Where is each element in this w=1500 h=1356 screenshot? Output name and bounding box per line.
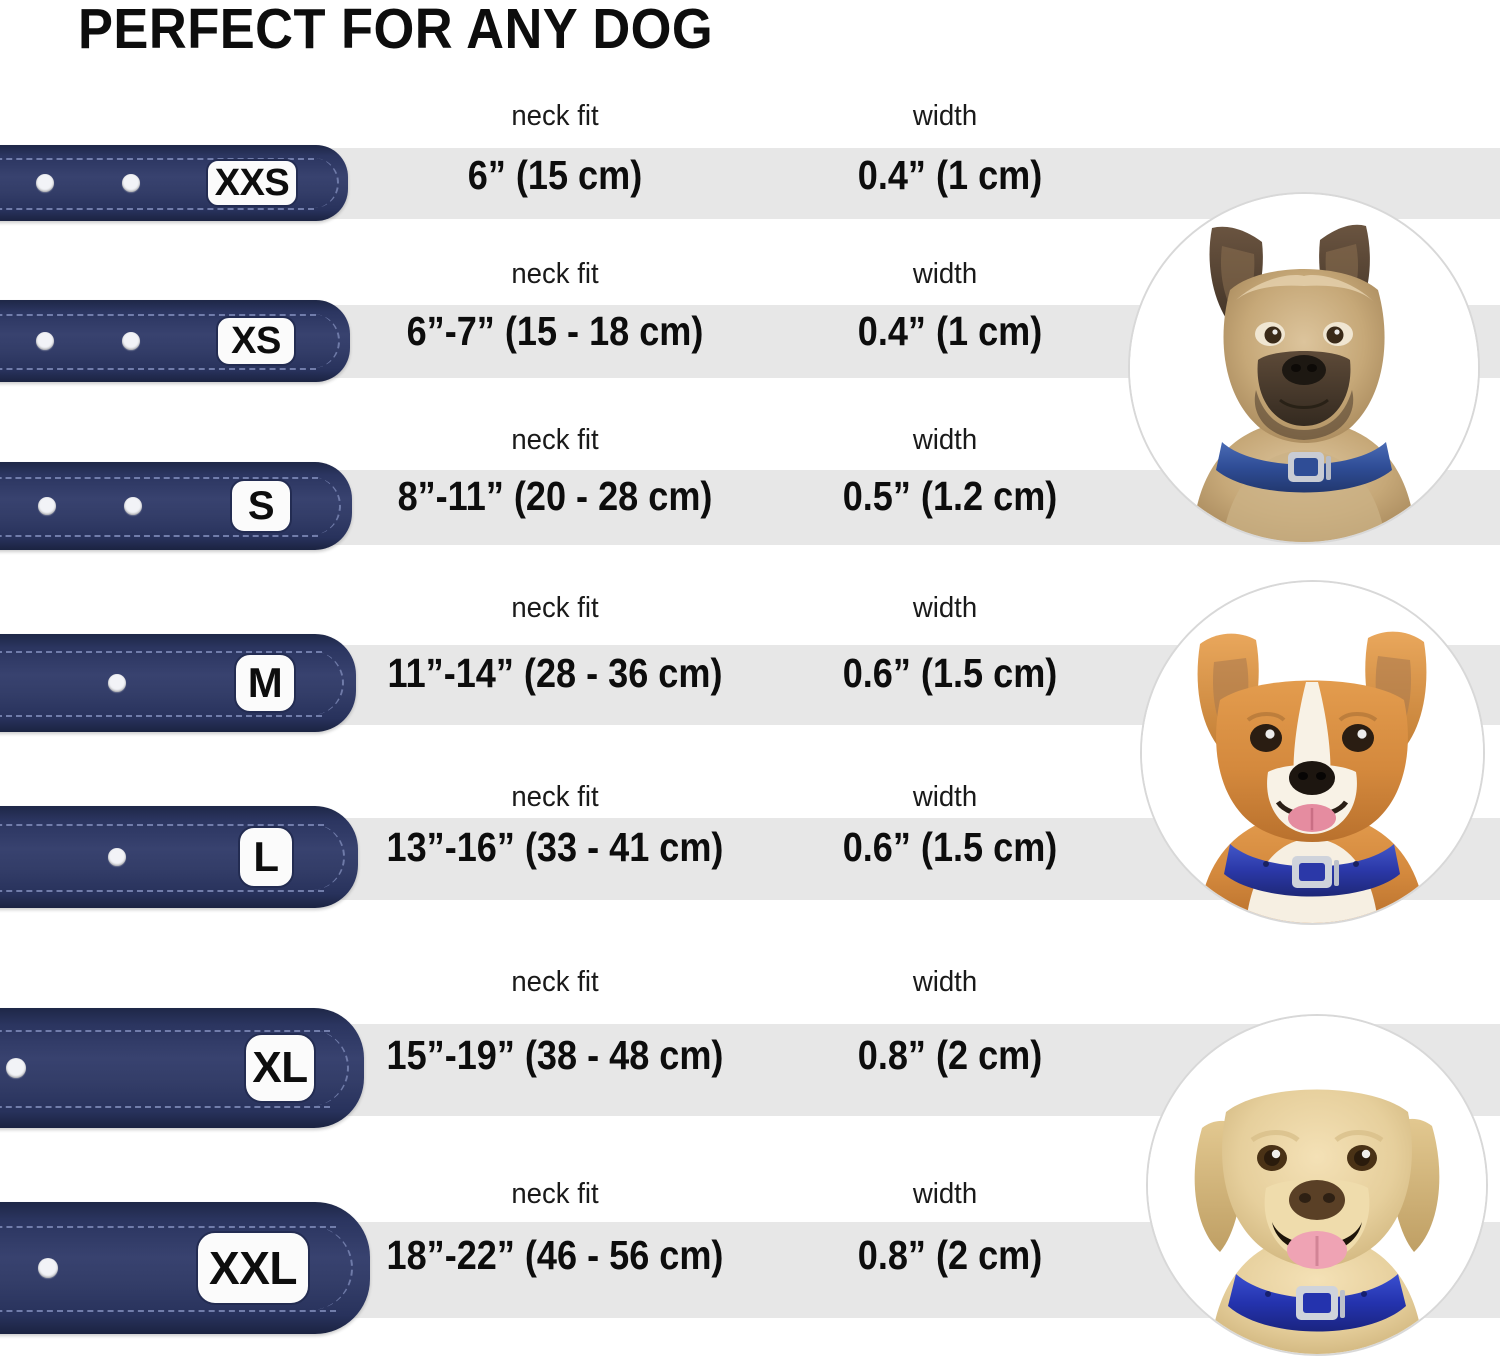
- strap-stitching: [0, 651, 322, 653]
- strap-hole: [108, 848, 126, 866]
- size-badge-xxl: XXL: [196, 1231, 310, 1305]
- strap-stitching: [0, 208, 314, 210]
- strap-cap-stitching: [0, 477, 341, 535]
- strap-cap-stitching: [0, 314, 340, 368]
- neck-fit-value: 6” (15 cm): [467, 152, 643, 198]
- strap-cap-stitching: [0, 651, 344, 715]
- neck-fit-value: 11”-14” (28 - 36 cm): [387, 650, 723, 696]
- collar-strap-xxs: XXS: [0, 145, 348, 221]
- size-badge-m: M: [234, 653, 296, 713]
- neck-fit-column-header: neck fit: [511, 966, 599, 998]
- neck-fit-value: 18”-22” (46 - 56 cm): [386, 1232, 724, 1278]
- neck-fit-column-header: neck fit: [511, 100, 599, 132]
- page-title: PERFECT FOR ANY DOG: [78, 0, 714, 61]
- neck-fit-value: 6”-7” (15 - 18 cm): [406, 308, 704, 354]
- neck-fit-column-header: neck fit: [511, 258, 599, 290]
- strap-hole: [6, 1058, 26, 1078]
- strap-stitching: [0, 535, 318, 537]
- collar-strap-m: M: [0, 634, 356, 732]
- strap-stitching: [0, 477, 318, 479]
- strap-stitching: [0, 824, 324, 826]
- width-column-header: width: [912, 258, 978, 290]
- neck-fit-value: 13”-16” (33 - 41 cm): [386, 824, 724, 870]
- width-column-header: width: [912, 1178, 978, 1210]
- strap-hole: [122, 174, 140, 192]
- collar-strap-l: L: [0, 806, 358, 908]
- neck-fit-column-header: neck fit: [511, 781, 599, 813]
- dog-photo-pembroke-welsh-corgi: [1140, 580, 1485, 925]
- strap-cap-stitching: [0, 824, 345, 890]
- size-badge-l: L: [238, 826, 294, 888]
- strap-stitching: [0, 158, 314, 160]
- width-column-header: width: [912, 592, 978, 624]
- collar-strap-s: S: [0, 462, 352, 550]
- size-badge-s: S: [230, 479, 292, 533]
- strap-stitching: [0, 314, 316, 316]
- strap-stitching: [0, 1226, 336, 1228]
- width-value: 0.8” (2 cm): [857, 1032, 1043, 1078]
- strap-hole: [108, 674, 126, 692]
- width-column-header: width: [912, 424, 978, 456]
- strap-cap-stitching: [0, 1226, 353, 1310]
- strap-stitching: [0, 368, 316, 370]
- strap-cap-stitching: [0, 1030, 349, 1106]
- size-badge-xs: XS: [216, 316, 296, 366]
- strap-hole: [36, 174, 54, 192]
- strap-hole: [122, 332, 140, 350]
- dog-photo-cairn-terrier: [1128, 192, 1480, 544]
- width-column-header: width: [912, 966, 978, 998]
- strap-stitching: [0, 1106, 330, 1108]
- width-column-header: width: [912, 781, 978, 813]
- width-column-header: width: [912, 100, 978, 132]
- width-value: 0.6” (1.5 cm): [842, 650, 1058, 696]
- size-badge-xxs: XXS: [206, 159, 298, 207]
- strap-hole: [124, 497, 142, 515]
- collar-strap-xl: XL: [0, 1008, 364, 1128]
- strap-hole: [38, 1258, 58, 1278]
- strap-hole: [38, 497, 56, 515]
- width-value: 0.4” (1 cm): [857, 152, 1043, 198]
- neck-fit-column-header: neck fit: [511, 592, 599, 624]
- neck-fit-value: 8”-11” (20 - 28 cm): [397, 473, 713, 519]
- strap-stitching: [0, 715, 322, 717]
- collar-strap-xs: XS: [0, 300, 350, 382]
- width-value: 0.8” (2 cm): [857, 1232, 1043, 1278]
- size-badge-xl: XL: [244, 1033, 316, 1103]
- neck-fit-column-header: neck fit: [511, 424, 599, 456]
- width-value: 0.5” (1.2 cm): [842, 473, 1058, 519]
- width-value: 0.4” (1 cm): [857, 308, 1043, 354]
- strap-stitching: [0, 1310, 336, 1312]
- dog-photo-yellow-labrador-retriever: [1146, 1014, 1488, 1356]
- strap-hole: [36, 332, 54, 350]
- collar-strap-xxl: XXL: [0, 1202, 370, 1334]
- neck-fit-value: 15”-19” (38 - 48 cm): [386, 1032, 724, 1078]
- width-value: 0.6” (1.5 cm): [842, 824, 1058, 870]
- strap-cap-stitching: [0, 158, 339, 208]
- neck-fit-column-header: neck fit: [511, 1178, 599, 1210]
- strap-stitching: [0, 890, 324, 892]
- strap-stitching: [0, 1030, 330, 1032]
